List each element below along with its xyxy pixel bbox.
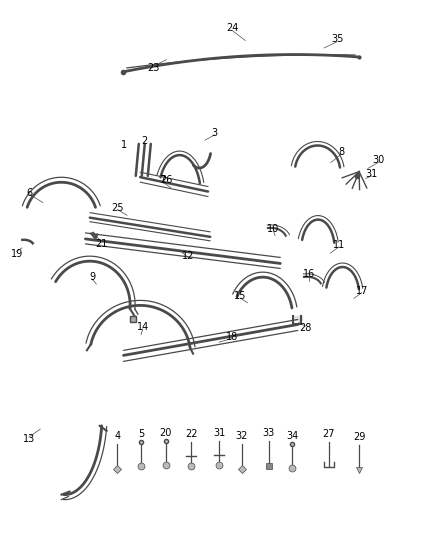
Text: 27: 27 <box>322 429 335 439</box>
Text: 29: 29 <box>353 432 365 442</box>
Text: 10: 10 <box>267 224 279 233</box>
Text: 14: 14 <box>137 322 149 332</box>
Text: 3: 3 <box>212 128 218 138</box>
Text: 26: 26 <box>160 175 173 185</box>
Text: 7: 7 <box>159 175 165 184</box>
Text: 15: 15 <box>234 291 246 301</box>
Text: 28: 28 <box>299 324 311 333</box>
Text: 21: 21 <box>95 239 108 249</box>
Text: 18: 18 <box>226 332 238 342</box>
Text: 25: 25 <box>111 203 124 213</box>
Text: 6: 6 <box>27 188 33 198</box>
Text: 32: 32 <box>236 431 248 441</box>
Text: 8: 8 <box>339 148 345 157</box>
Text: 11: 11 <box>333 240 345 250</box>
Text: 9: 9 <box>89 272 95 282</box>
Text: 31: 31 <box>365 169 378 179</box>
Text: 24: 24 <box>226 23 238 33</box>
Text: 4: 4 <box>114 431 120 441</box>
Text: 31: 31 <box>213 428 225 438</box>
Text: 1: 1 <box>120 140 127 150</box>
Text: 22: 22 <box>185 429 198 439</box>
Text: 33: 33 <box>263 428 275 438</box>
Text: 35: 35 <box>331 35 343 44</box>
Text: 34: 34 <box>286 431 298 441</box>
Text: 2: 2 <box>141 136 148 146</box>
Text: 23: 23 <box>147 63 159 73</box>
Text: 30: 30 <box>373 155 385 165</box>
Text: 12: 12 <box>182 251 194 261</box>
Text: 19: 19 <box>11 249 23 259</box>
Text: 5: 5 <box>138 429 144 439</box>
Text: 13: 13 <box>23 434 35 444</box>
Text: 17: 17 <box>356 286 368 296</box>
Polygon shape <box>292 316 302 320</box>
Text: 20: 20 <box>159 428 172 438</box>
Text: 16: 16 <box>303 269 315 279</box>
